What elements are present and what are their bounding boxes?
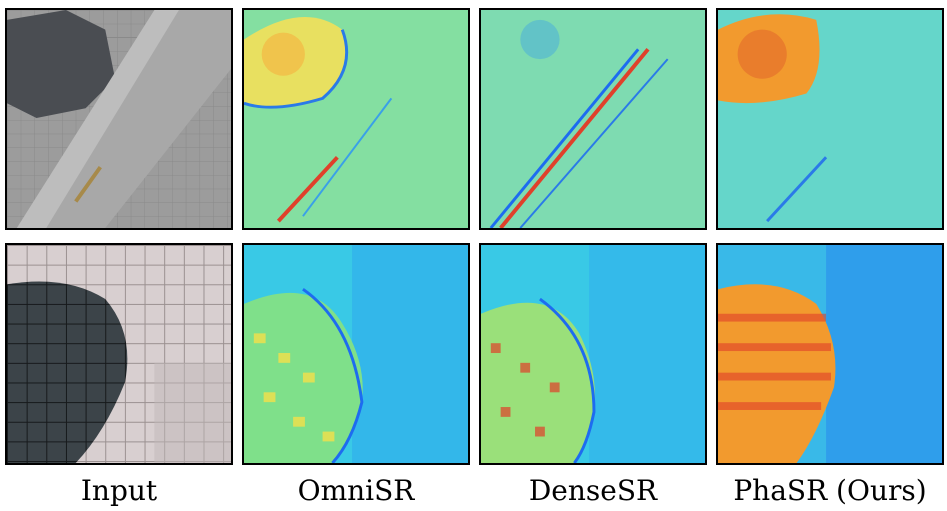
densesr-error-map-row2: [479, 243, 707, 465]
caption-phasr: PhaSR (Ours): [733, 474, 927, 507]
caption-omnisr: OmniSR: [297, 474, 415, 507]
caption-densesr: DenseSR: [528, 474, 658, 507]
caption-input: Input: [80, 474, 158, 507]
omnisr-error-map-row1: [242, 8, 470, 230]
omnisr-error-map-row2: [242, 243, 470, 465]
input-photo-curb: [5, 8, 233, 230]
input-photo-tiles: [5, 243, 233, 465]
phasr-error-map-row2: [716, 243, 944, 465]
densesr-error-map-row1: [479, 8, 707, 230]
phasr-error-map-row1: [716, 8, 944, 230]
